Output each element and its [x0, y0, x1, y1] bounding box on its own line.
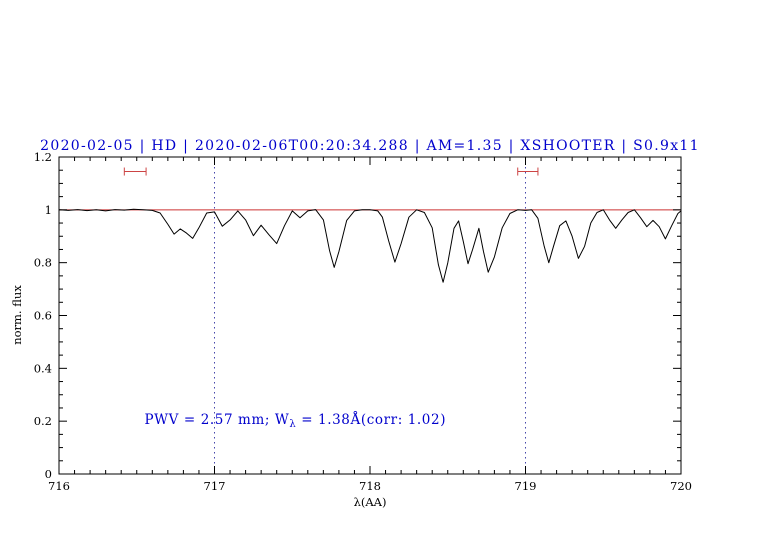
pwv-annotation-prefix: PWV = 2.57 mm; W	[145, 412, 290, 428]
y-tick-label: 0.6	[34, 309, 52, 323]
y-tick-label: 0.4	[34, 361, 52, 375]
wavelength-range-marker	[517, 167, 539, 176]
x-tick-label: 717	[204, 479, 226, 493]
wavelength-range-marker	[123, 167, 147, 176]
spectrum-line	[58, 208, 682, 283]
y-tick-label: 1	[45, 203, 52, 217]
x-tick-label: 716	[48, 479, 70, 493]
x-tick-label: 719	[515, 479, 537, 493]
pwv-annotation: PWV = 2.57 mm; Wλ = 1.38Å(corr: 1.02)	[145, 412, 447, 430]
y-axis-label: norm. flux	[10, 285, 24, 345]
y-tick-label: 0.2	[34, 414, 52, 428]
y-tick-label: 1.2	[34, 150, 52, 164]
y-tick-label: 0.8	[34, 256, 52, 270]
chart-data-layer: 716 717 718 719 720 0 0.2 0.4 0.6 0.8 1 1.2	[34, 150, 692, 493]
pwv-annotation-subscript: λ	[289, 419, 296, 430]
y-tick-label: 0	[45, 467, 52, 481]
chart-title: 2020-02-05 | HD | 2020-02-06T00:20:34.28…	[40, 138, 700, 154]
x-tick-label: 718	[359, 479, 381, 493]
x-axis-label: λ(AA)	[354, 495, 387, 509]
pwv-annotation-suffix: = 1.38Å(corr: 1.02)	[296, 412, 446, 428]
x-tick-label: 720	[670, 479, 692, 493]
